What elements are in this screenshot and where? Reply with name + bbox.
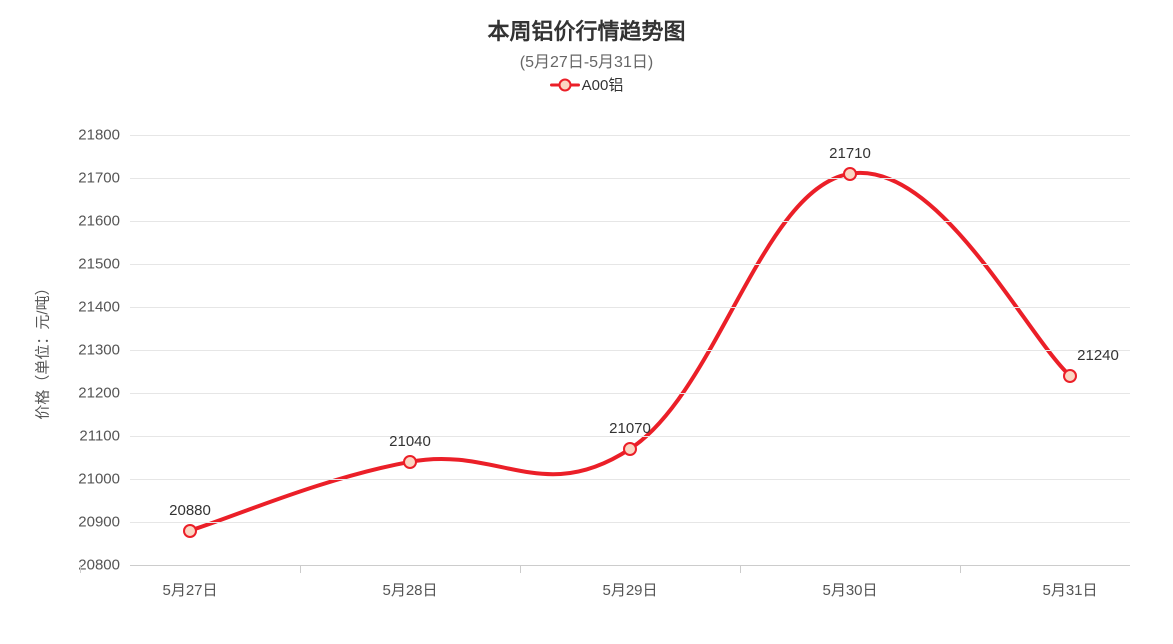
gridline bbox=[130, 178, 1130, 179]
gridline bbox=[130, 350, 1130, 351]
y-tick-label: 21400 bbox=[78, 299, 130, 316]
x-tick-mark bbox=[520, 565, 521, 573]
y-tick-label: 21200 bbox=[78, 385, 130, 402]
y-tick-label: 21700 bbox=[78, 170, 130, 187]
gridline bbox=[130, 221, 1130, 222]
y-tick-label: 21500 bbox=[78, 256, 130, 273]
gridline bbox=[130, 479, 1130, 480]
gridline bbox=[130, 565, 1130, 566]
series-path bbox=[190, 173, 1070, 531]
data-point-label: 21040 bbox=[389, 433, 431, 450]
x-tick-label: 5月31日 bbox=[1042, 579, 1097, 600]
data-point-label: 21070 bbox=[609, 420, 651, 437]
data-point-marker bbox=[403, 455, 417, 469]
legend-label: A00铝 bbox=[582, 74, 624, 95]
gridline bbox=[130, 393, 1130, 394]
data-point-marker bbox=[183, 524, 197, 538]
gridline bbox=[130, 264, 1130, 265]
chart-legend: A00铝 bbox=[0, 74, 1173, 97]
chart-subtitle: (5月27日-5月31日) bbox=[0, 48, 1173, 72]
y-tick-label: 21000 bbox=[78, 471, 130, 488]
y-tick-label: 21300 bbox=[78, 342, 130, 359]
y-tick-label: 20800 bbox=[78, 557, 130, 574]
plot-area: 2080020900210002110021200213002140021500… bbox=[130, 135, 1130, 565]
data-point-marker bbox=[843, 167, 857, 181]
x-tick-mark bbox=[300, 565, 301, 573]
legend-swatch-icon bbox=[550, 78, 580, 92]
gridline bbox=[130, 522, 1130, 523]
x-tick-label: 5月30日 bbox=[822, 579, 877, 600]
gridline bbox=[130, 307, 1130, 308]
y-tick-label: 21800 bbox=[78, 127, 130, 144]
data-point-marker bbox=[623, 442, 637, 456]
data-point-label: 21240 bbox=[1077, 347, 1119, 364]
y-tick-label: 20900 bbox=[78, 514, 130, 531]
chart-title: 本周铝价行情趋势图 bbox=[0, 14, 1173, 46]
y-axis-title: 价格（单位：元/吨） bbox=[32, 280, 53, 419]
y-tick-label: 21100 bbox=[79, 428, 130, 445]
y-tick-label: 21600 bbox=[78, 213, 130, 230]
data-point-marker bbox=[1063, 369, 1077, 383]
x-tick-mark bbox=[960, 565, 961, 573]
x-tick-label: 5月28日 bbox=[382, 579, 437, 600]
data-point-label: 21710 bbox=[829, 145, 871, 162]
legend-item: A00铝 bbox=[550, 74, 624, 95]
x-tick-label: 5月29日 bbox=[602, 579, 657, 600]
x-tick-mark bbox=[80, 565, 81, 573]
chart-container: 本周铝价行情趋势图 (5月27日-5月31日) A00铝 20800209002… bbox=[0, 0, 1173, 644]
x-tick-label: 5月27日 bbox=[162, 579, 217, 600]
x-tick-mark bbox=[740, 565, 741, 573]
gridline bbox=[130, 135, 1130, 136]
data-point-label: 20880 bbox=[169, 502, 211, 519]
